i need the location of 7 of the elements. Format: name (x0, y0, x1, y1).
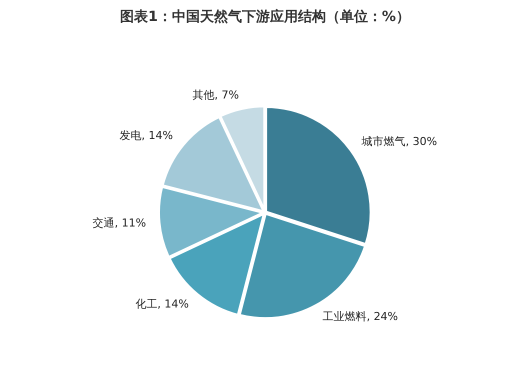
slice-label: 城市燃气, 30% (360, 135, 438, 148)
slice-label: 交通, 11% (92, 216, 146, 230)
slice-label: 其他, 7% (192, 88, 239, 102)
slice-label: 发电, 14% (119, 129, 173, 142)
slice-label: 化工, 14% (135, 297, 189, 310)
slice-label: 工业燃料, 24% (322, 310, 398, 324)
chart-title: 图表1：中国天然气下游应用结构（单位：%） (119, 8, 411, 27)
